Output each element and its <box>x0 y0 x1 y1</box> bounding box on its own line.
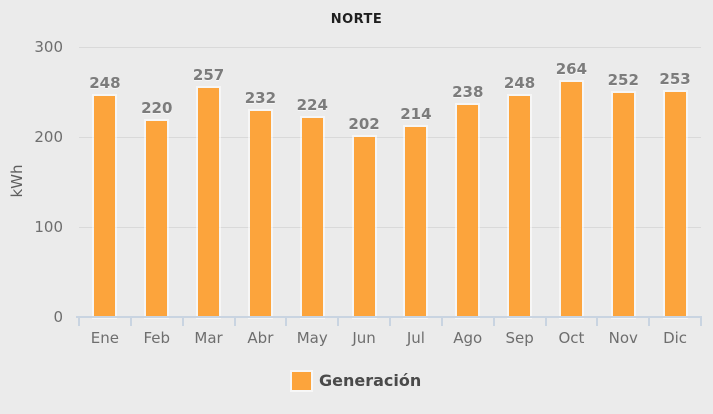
x-axis-tick <box>181 318 184 326</box>
x-tick-label-nov: Nov <box>608 329 638 347</box>
x-axis-tick <box>285 318 288 326</box>
bar-value-sep: 248 <box>503 74 536 92</box>
bar-value-mar: 257 <box>192 66 225 84</box>
bar-value-oct: 264 <box>555 60 588 78</box>
bar-jul[interactable] <box>405 127 427 317</box>
bar-value-jun: 202 <box>348 115 380 133</box>
legend-item-generacion[interactable]: Generación <box>292 371 421 390</box>
x-axis-tick <box>129 318 132 326</box>
legend-label: Generación <box>319 371 422 390</box>
bar-value-nov: 252 <box>607 71 639 89</box>
bar-may[interactable] <box>301 118 323 317</box>
bar-ene[interactable] <box>94 96 116 317</box>
bar-nov[interactable] <box>612 93 634 317</box>
x-tick-label-jun: Jun <box>352 329 376 347</box>
y-tick-label-100: 100 <box>34 218 63 236</box>
x-axis-tick <box>440 318 443 326</box>
x-axis-tick <box>389 318 391 326</box>
bar-value-jul: 214 <box>400 105 432 123</box>
x-axis-line <box>76 316 702 318</box>
x-tick-label-mar: Mar <box>194 329 223 347</box>
bar-oct[interactable] <box>560 82 582 317</box>
bar-sep[interactable] <box>509 96 531 317</box>
y-tick-label-0: 0 <box>53 308 63 326</box>
bar-ago[interactable] <box>457 105 479 317</box>
y-tick-label-200: 200 <box>34 128 63 146</box>
x-tick-label-dic: Dic <box>663 329 688 347</box>
x-tick-label-jul: Jul <box>406 329 425 347</box>
x-tick-label-feb: Feb <box>143 329 171 347</box>
y-tick-label-300: 300 <box>34 38 63 56</box>
bar-feb[interactable] <box>146 121 168 317</box>
x-axis-tick <box>648 318 651 326</box>
x-axis-tick <box>337 318 340 326</box>
x-tick-label-ene: Ene <box>90 329 120 347</box>
x-tick-label-abr: Abr <box>247 329 274 347</box>
x-tick-label-sep: Sep <box>505 329 534 347</box>
bar-value-may: 224 <box>296 96 328 114</box>
x-axis-tick <box>233 318 236 326</box>
bar-value-ene: 248 <box>89 74 121 92</box>
x-axis-tick <box>596 318 599 326</box>
chart-title: NORTE <box>330 12 383 27</box>
x-axis-tick <box>492 318 495 326</box>
bar-value-feb: 220 <box>141 99 173 117</box>
bar-abr[interactable] <box>249 111 271 317</box>
bar-value-dic: 253 <box>659 70 691 88</box>
x-tick-label-oct: Oct <box>558 329 585 347</box>
gridline-100 <box>79 226 701 228</box>
bar-value-ago: 238 <box>452 83 484 101</box>
bar-dic[interactable] <box>664 92 686 317</box>
y-axis-title: kWh <box>8 164 26 198</box>
x-axis-tick <box>700 318 702 326</box>
legend-swatch <box>292 371 311 390</box>
x-axis-tick <box>544 318 547 326</box>
bar-mar[interactable] <box>198 88 220 317</box>
gridline-200 <box>79 136 701 138</box>
bar-value-abr: 232 <box>244 89 277 107</box>
gridline-300 <box>79 46 701 48</box>
x-tick-label-ago: Ago <box>453 329 483 347</box>
bar-jun[interactable] <box>353 137 375 317</box>
x-axis-tick <box>78 318 80 326</box>
x-tick-label-may: May <box>296 329 328 347</box>
